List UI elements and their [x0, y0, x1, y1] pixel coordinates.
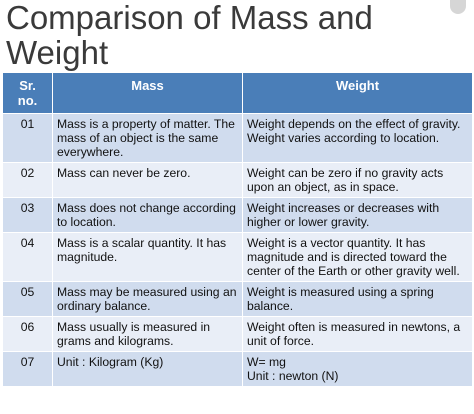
mass-cell: Mass does not change according to locati…	[52, 197, 243, 233]
mass-cell: Mass usually is measured in grams and ki…	[52, 316, 243, 352]
row-number: 07	[2, 351, 53, 387]
mass-cell: Mass can never be zero.	[52, 162, 243, 198]
weight-cell: Weight is a vector quantity. It has magn…	[242, 232, 473, 282]
weight-cell: Weight often is measured in newtons, a u…	[242, 316, 473, 352]
mass-cell: Mass is a scalar quantity. It has magnit…	[52, 232, 243, 282]
table-row: 01 Mass is a property of matter. The mas…	[2, 113, 473, 163]
header-sr-no: Sr. no.	[2, 72, 53, 114]
weight-cell: W= mg Unit : newton (N)	[242, 351, 473, 387]
weight-cell: Weight can be zero if no gravity acts up…	[242, 162, 473, 198]
page-title: Comparison of Mass and Weight	[6, 0, 373, 70]
table-row: 03 Mass does not change according to loc…	[2, 197, 473, 233]
header-mass: Mass	[52, 72, 243, 114]
weight-unit: Unit : newton (N)	[247, 369, 339, 383]
table-row: 06 Mass usually is measured in grams and…	[2, 316, 473, 352]
mass-cell: Unit : Kilogram (Kg)	[52, 351, 243, 387]
title-line-2: Weight	[6, 34, 109, 71]
row-number: 03	[2, 197, 53, 233]
table-row: 07 Unit : Kilogram (Kg) W= mg Unit : new…	[2, 351, 473, 387]
row-number: 04	[2, 232, 53, 282]
title-line-1: Comparison of Mass and	[6, 0, 373, 36]
table-header-row: Sr. no. Mass Weight	[2, 72, 473, 114]
row-number: 06	[2, 316, 53, 352]
mass-cell: Mass is a property of matter. The mass o…	[52, 113, 243, 163]
weight-formula: W= mg	[247, 355, 286, 369]
weight-cell: Weight is measured using a spring balanc…	[242, 281, 473, 317]
row-number: 05	[2, 281, 53, 317]
weight-cell: Weight increases or decreases with highe…	[242, 197, 473, 233]
table-row: 02 Mass can never be zero. Weight can be…	[2, 162, 473, 198]
mass-cell: Mass may be measured using an ordinary b…	[52, 281, 243, 317]
table-row: 04 Mass is a scalar quantity. It has mag…	[2, 232, 473, 282]
row-number: 02	[2, 162, 53, 198]
table-row: 05 Mass may be measured using an ordinar…	[2, 281, 473, 317]
row-number: 01	[2, 113, 53, 163]
header-weight: Weight	[242, 72, 473, 114]
weight-cell: Weight depends on the effect of gravity.…	[242, 113, 473, 163]
comparison-table: Sr. no. Mass Weight 01 Mass is a property…	[2, 72, 473, 387]
share-icon[interactable]	[450, 0, 466, 14]
